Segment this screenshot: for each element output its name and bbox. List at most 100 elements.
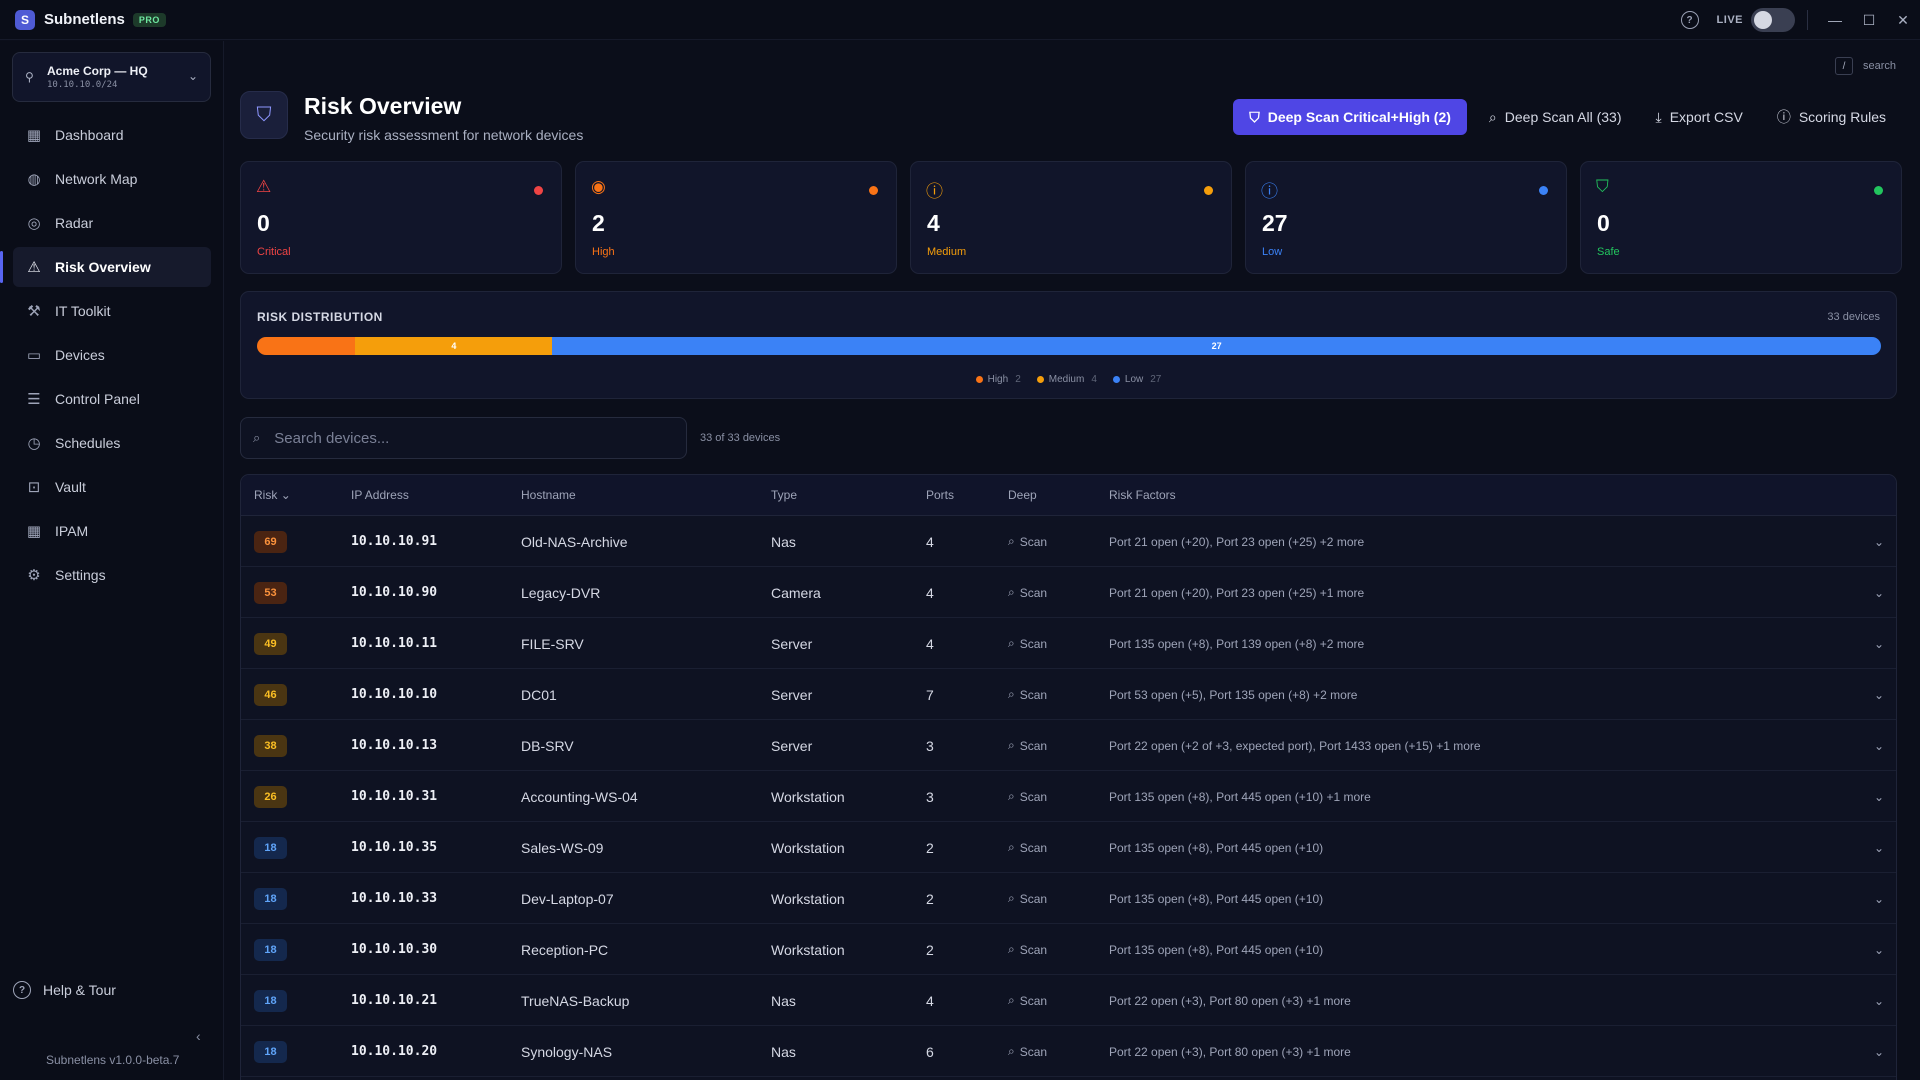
risk-score-badge: 18 — [254, 836, 287, 859]
sidebar-item-label: Vault — [55, 479, 86, 495]
stat-card-high[interactable]: ◉ 2 High — [575, 161, 897, 274]
stat-value: 0 — [1597, 210, 1610, 236]
risk-distribution-title: RISK DISTRIBUTION — [257, 310, 383, 324]
sidebar-item-settings[interactable]: ⚙ Settings — [13, 555, 211, 595]
deep-scan-button[interactable]: ⌕ Scan — [1008, 771, 1047, 822]
risk-score-badge: 18 — [254, 989, 287, 1012]
sidebar-item-label: IT Toolkit — [55, 303, 111, 319]
deep-scan-button[interactable]: ⌕ Scan — [1008, 873, 1047, 924]
search-input[interactable] — [274, 429, 655, 447]
deep-scan-critical-button[interactable]: ⛉ Deep Scan Critical+High (2) — [1233, 99, 1467, 135]
live-toggle[interactable] — [1751, 8, 1795, 32]
risk-distribution-total: 33 devices — [1827, 311, 1880, 323]
deep-scan-button[interactable]: ⌕ Scan — [1008, 1026, 1047, 1077]
deep-scan-button[interactable]: ⌕ Scan — [1008, 720, 1047, 771]
sidebar-item-vault[interactable]: ⊡ Vault — [13, 467, 211, 507]
page-title: Risk Overview — [304, 93, 462, 119]
deep-scan-button[interactable]: ⌕ Scan — [1008, 975, 1047, 1026]
sidebar-item-risk-overview[interactable]: ⚠ Risk Overview — [0, 247, 211, 287]
stat-label: Critical — [257, 246, 291, 258]
sidebar-item-network-map[interactable]: ◍ Network Map — [13, 159, 211, 199]
ip-address: 10.10.10.21 — [351, 993, 438, 1008]
minimize-button[interactable]: — — [1828, 12, 1842, 28]
chevron-down-icon[interactable]: ⌄ — [1874, 993, 1885, 1008]
globe-icon: ◍ — [27, 171, 41, 188]
risk-score-badge: 18 — [254, 938, 287, 961]
device-type: Server — [771, 635, 813, 652]
stat-card-low[interactable]: ⓘ 27 Low — [1245, 161, 1567, 274]
table-row[interactable]: 18 10.10.10.21 TrueNAS-Backup Nas 4 ⌕ Scan Port… — [241, 975, 1896, 1026]
risk-score-badge: 38 — [254, 734, 287, 757]
sidebar-item-label: Dashboard — [55, 127, 124, 143]
collapse-sidebar-icon[interactable]: ‹ — [196, 1028, 201, 1044]
sidebar-item-devices[interactable]: ▭ Devices — [13, 335, 211, 375]
legend-value: 4 — [1091, 374, 1097, 385]
ip-address: 10.10.10.11 — [351, 636, 438, 651]
deep-scan-all-button[interactable]: ⌕ Deep Scan All (33) — [1477, 99, 1634, 135]
sidebar-item-ipam[interactable]: ▦ IPAM — [13, 511, 211, 551]
status-dot — [1539, 186, 1548, 195]
stat-card-critical[interactable]: ⚠ 0 Critical — [240, 161, 562, 274]
port-count: 4 — [926, 635, 934, 652]
sidebar-item-it-toolkit[interactable]: ⚒ IT Toolkit — [13, 291, 211, 331]
table-row[interactable]: 18 10.10.10.20 Synology-NAS Nas 6 ⌕ Scan Port 2… — [241, 1026, 1896, 1077]
deep-scan-button[interactable]: ⌕ Scan — [1008, 924, 1047, 975]
ip-address: 10.10.10.13 — [351, 738, 438, 753]
deep-scan-button[interactable]: ⌕ Scan — [1008, 669, 1047, 720]
chevron-down-icon[interactable]: ⌄ — [1874, 687, 1885, 702]
help-icon[interactable]: ? — [1680, 11, 1699, 29]
header-risk[interactable]: Risk ⌄ — [254, 488, 291, 502]
hostname: Legacy-DVR — [521, 584, 601, 601]
app-version: Subnetlens v1.0.0-beta.7 — [46, 1053, 180, 1067]
maximize-button[interactable]: ☐ — [1862, 11, 1876, 28]
table-row[interactable]: 18 10.10.10.35 Sales-WS-09 Workstation 2 ⌕ Sca… — [241, 822, 1896, 873]
deep-scan-critical-label: Deep Scan Critical+High (2) — [1267, 109, 1451, 125]
sidebar-item-schedules[interactable]: ◷ Schedules — [13, 423, 211, 463]
stat-card-medium[interactable]: ⓘ 4 Medium — [910, 161, 1232, 274]
deep-scan-button[interactable]: ⌕ Scan — [1008, 516, 1047, 567]
chevron-down-icon[interactable]: ⌄ — [1874, 840, 1885, 855]
table-row[interactable]: 26 10.10.10.31 Accounting-WS-04 Workstation… — [241, 771, 1896, 822]
deep-scan-button[interactable]: ⌕ Scan — [1008, 618, 1047, 669]
sidebar-item-control-panel[interactable]: ☰ Control Panel — [13, 379, 211, 419]
stat-value: 0 — [257, 210, 270, 236]
legend-value: 2 — [1015, 374, 1021, 385]
export-csv-button[interactable]: ⤓ Export CSV — [1644, 99, 1755, 135]
risk-factors: Port 135 open (+8), Port 445 open (+10) … — [1109, 789, 1371, 804]
status-dot — [534, 186, 543, 195]
search-icon: ⌕ — [1008, 840, 1015, 854]
chevron-down-icon[interactable]: ⌄ — [1874, 636, 1885, 651]
risk-factors: Port 21 open (+20), Port 23 open (+25) +… — [1109, 585, 1365, 600]
site-selector[interactable]: ⚲ Acme Corp — HQ 10.10.10.0/24 ⌄ — [12, 52, 211, 102]
legend-item-medium: Medium 4 — [1036, 374, 1097, 385]
table-row[interactable]: 38 10.10.10.13 DB-SRV Server 3 ⌕ Scan Port 22 o… — [241, 720, 1896, 771]
table-row[interactable]: 49 10.10.10.11 FILE-SRV Server 4 ⌕ Scan Port 13… — [241, 618, 1896, 669]
deep-scan-button[interactable]: ⌕ Scan — [1008, 822, 1047, 873]
chevron-down-icon[interactable]: ⌄ — [1874, 891, 1885, 906]
stat-card-safe[interactable]: ⛉ 0 Safe — [1580, 161, 1902, 274]
pro-badge: PRO — [132, 12, 166, 27]
shield-check-icon: ⛉ — [240, 91, 288, 139]
help-tour-button[interactable]: ? Help & Tour — [13, 981, 116, 999]
chevron-down-icon[interactable]: ⌄ — [1874, 1044, 1885, 1059]
help-tour-label: Help & Tour — [43, 982, 116, 998]
table-row[interactable]: 18 10.10.10.30 Reception-PC Workstation 2 ⌕ Sc… — [241, 924, 1896, 975]
deep-scan-button[interactable]: ⌕ Scan — [1008, 567, 1047, 618]
chevron-down-icon[interactable]: ⌄ — [1874, 738, 1885, 753]
sidebar-item-dashboard[interactable]: ▦ Dashboard — [13, 115, 211, 155]
scan-label: Scan — [1019, 738, 1048, 753]
table-row[interactable]: 53 10.10.10.90 Legacy-DVR Camera 4 ⌕ Scan Port … — [241, 567, 1896, 618]
table-row[interactable]: 69 10.10.10.91 Old-NAS-Archive Nas 4 ⌕ Scan Por… — [241, 516, 1896, 567]
chevron-down-icon[interactable]: ⌄ — [1874, 585, 1885, 600]
scoring-rules-button[interactable]: ⓘ Scoring Rules — [1765, 99, 1898, 135]
risk-score-badge: 69 — [254, 530, 287, 553]
sidebar-item-radar[interactable]: ◎ Radar — [13, 203, 211, 243]
header-deep: Deep — [1008, 488, 1037, 502]
chevron-down-icon[interactable]: ⌄ — [1874, 942, 1885, 957]
table-row[interactable]: 46 10.10.10.10 DC01 Server 7 ⌕ Scan Port 53 ope… — [241, 669, 1896, 720]
ip-address: 10.10.10.91 — [351, 534, 438, 549]
close-button[interactable]: ✕ — [1897, 11, 1909, 28]
chevron-down-icon[interactable]: ⌄ — [1874, 789, 1885, 804]
table-row[interactable]: 18 10.10.10.33 Dev-Laptop-07 Workstation 2 ⌕ S… — [241, 873, 1896, 924]
chevron-down-icon[interactable]: ⌄ — [1874, 534, 1885, 549]
